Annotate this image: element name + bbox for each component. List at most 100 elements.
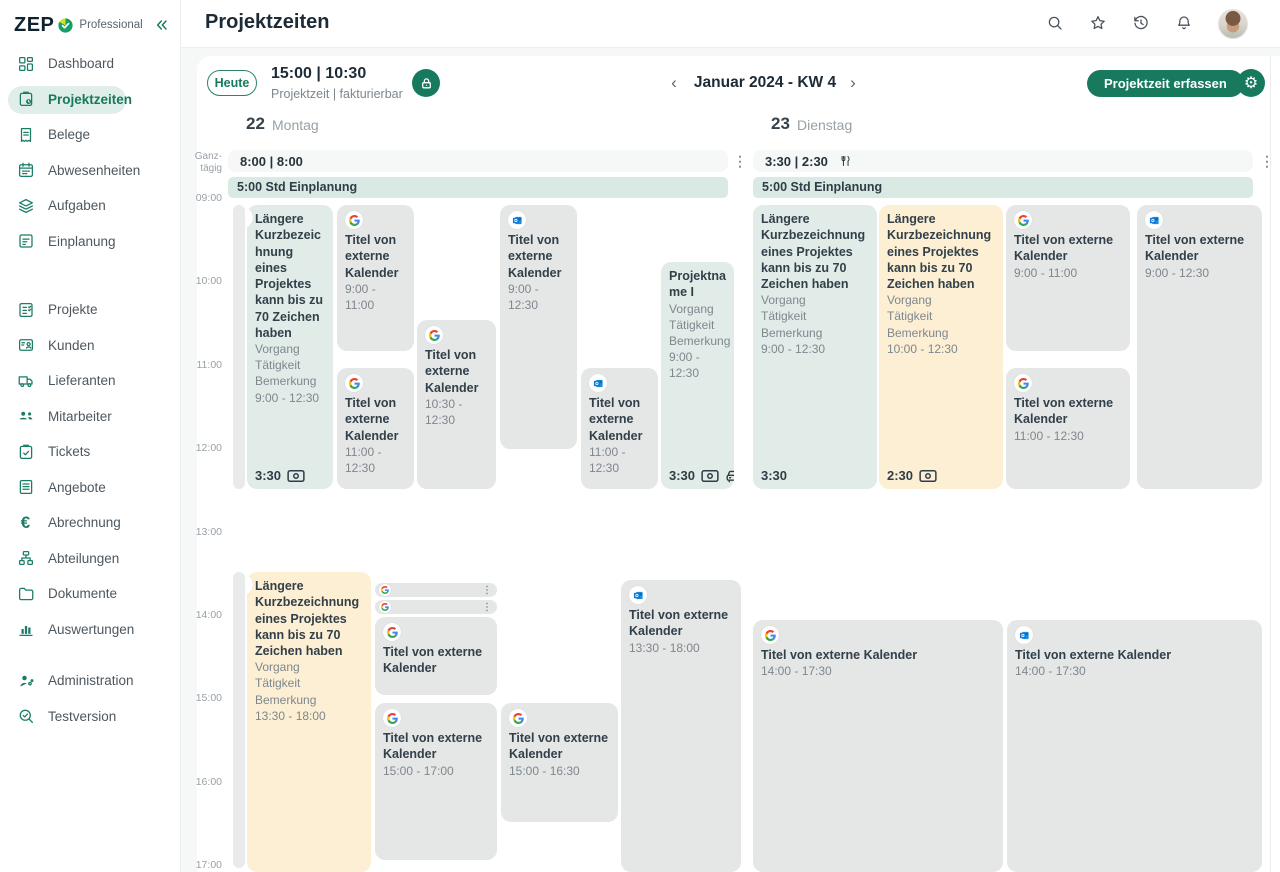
external-calendar-event[interactable]: Titel von externe Kalender 9:00 - 12:30 bbox=[1137, 205, 1262, 489]
planning-banner-monday[interactable]: 5:00 Std Einplanung bbox=[228, 177, 728, 198]
sidebar-item-einplanung[interactable]: Einplanung bbox=[0, 224, 181, 260]
day-name-tuesday: Dienstag bbox=[797, 117, 853, 133]
project-time-entry[interactable]: Längere Kurzbezeichnung eines Projektes … bbox=[753, 205, 877, 489]
sidebar-item-aufgaben[interactable]: Aufgaben bbox=[0, 188, 181, 224]
google-icon bbox=[379, 584, 391, 596]
event-title: Titel von externe Kalender bbox=[761, 648, 918, 662]
gear-icon: ⚙ bbox=[1243, 75, 1259, 92]
sidebar-item-projektzeiten[interactable]: Projektzeiten bbox=[0, 82, 181, 118]
google-icon bbox=[1014, 211, 1032, 229]
sidebar-item-testversion[interactable]: Testversion bbox=[0, 699, 181, 735]
next-week-button[interactable]: › bbox=[850, 73, 856, 92]
day-menu-monday[interactable]: ⋮ bbox=[733, 153, 747, 169]
external-calendar-event[interactable]: Titel von externe Kalender 15:00 - 17:00 bbox=[375, 703, 497, 860]
google-icon bbox=[345, 211, 363, 229]
banknote-icon bbox=[287, 469, 305, 483]
settings-button[interactable]: ⚙ bbox=[1237, 69, 1265, 97]
time-summary-caption: Projektzeit | fakturierbar bbox=[271, 87, 403, 101]
event-title: Projektname I bbox=[669, 269, 726, 300]
event-detail: Vorgang bbox=[669, 301, 714, 316]
sidebar-item-dashboard[interactable]: Dashboard bbox=[0, 46, 181, 82]
external-calendar-event[interactable]: Titel von externe Kalender 9:00 - 11:00 bbox=[337, 205, 414, 351]
planning-banner-tuesday[interactable]: 5:00 Std Einplanung bbox=[753, 177, 1253, 198]
sidebar-nav: Dashboard Projektzeiten Belege Abwesenheite… bbox=[0, 46, 181, 734]
event-time: 10:00 - 12:30 bbox=[887, 341, 958, 356]
sidebar-item-abrechnung[interactable]: € Abrechnung bbox=[0, 505, 181, 541]
allday-summary-tuesday[interactable]: 3:30 | 2:30 bbox=[753, 150, 1253, 172]
day-menu-tuesday[interactable]: ⋮ bbox=[1260, 153, 1274, 169]
outlook-icon bbox=[508, 211, 526, 229]
kebab-icon[interactable]: ⋮ bbox=[482, 584, 492, 596]
external-calendar-event[interactable]: Titel von externe Kalender 9:00 - 12:30 bbox=[500, 205, 577, 449]
project-time-entry[interactable]: Längere Kurzbezeichnung eines Projektes … bbox=[247, 205, 333, 489]
bell-icon[interactable] bbox=[1175, 14, 1195, 34]
external-calendar-event[interactable]: Titel von externe Kalender 13:30 - 18:00 bbox=[621, 580, 741, 872]
search-icon[interactable] bbox=[1046, 14, 1066, 34]
sidebar-item-abwesenheiten[interactable]: Abwesenheiten bbox=[0, 153, 181, 189]
kebab-icon[interactable]: ⋮ bbox=[482, 601, 492, 613]
event-duration: 3:30 bbox=[255, 468, 282, 483]
sidebar-item-label: Abwesenheiten bbox=[48, 162, 141, 178]
history-icon[interactable] bbox=[1132, 14, 1152, 34]
sidebar-item-kunden[interactable]: Kunden bbox=[0, 328, 181, 364]
project-list-icon bbox=[16, 300, 35, 319]
event-title: Titel von externe Kalender bbox=[589, 396, 643, 443]
external-calendar-event[interactable]: Titel von externe Kalender 11:00 - 12:30 bbox=[581, 368, 658, 489]
sidebar-item-lieferanten[interactable]: Lieferanten bbox=[0, 363, 181, 399]
external-calendar-event[interactable]: Titel von externe Kalender 9:00 - 11:00 bbox=[1006, 205, 1130, 351]
sidebar-item-administration[interactable]: Administration bbox=[0, 663, 181, 699]
event-title: Titel von externe Kalender bbox=[1145, 233, 1245, 264]
google-icon bbox=[383, 709, 401, 727]
external-calendar-event[interactable]: Titel von externe Kalender 10:30 - 12:30 bbox=[417, 320, 496, 489]
today-button[interactable]: Heute bbox=[207, 70, 257, 96]
previous-week-button[interactable]: ‹ bbox=[671, 73, 677, 92]
sidebar-item-abteilungen[interactable]: Abteilungen bbox=[0, 541, 181, 577]
collapse-sidebar-icon[interactable] bbox=[154, 17, 170, 33]
mini-external-event[interactable]: ⋮ bbox=[375, 583, 497, 597]
scrollbar-track[interactable] bbox=[1270, 56, 1271, 872]
external-calendar-event[interactable]: Titel von externe Kalender bbox=[375, 617, 497, 695]
hour-label: 15:00 bbox=[195, 692, 222, 705]
google-icon bbox=[383, 623, 401, 641]
google-icon bbox=[425, 326, 443, 344]
sidebar-item-angebote[interactable]: Angebote bbox=[0, 470, 181, 506]
sidebar-item-belege[interactable]: Belege bbox=[0, 117, 181, 153]
sidebar-item-label: Einplanung bbox=[48, 233, 116, 249]
hour-label: 12:00 bbox=[195, 442, 222, 455]
mini-external-event[interactable]: ⋮ bbox=[375, 600, 497, 614]
allday-summary-monday[interactable]: 8:00 | 8:00 bbox=[228, 150, 728, 172]
calendar-icon bbox=[16, 161, 35, 180]
record-project-time-button[interactable]: Projektzeit erfassen bbox=[1087, 70, 1244, 97]
external-calendar-event[interactable]: Titel von externe Kalender 11:00 - 12:30 bbox=[1006, 368, 1130, 489]
external-calendar-event[interactable]: Titel von externe Kalender 14:00 - 17:30 bbox=[753, 620, 1003, 872]
topbar: Projektzeiten bbox=[181, 0, 1280, 48]
event-title: Titel von externe Kalender bbox=[383, 645, 483, 676]
project-time-entry[interactable]: Längere Kurzbezeichnung eines Projektes … bbox=[879, 205, 1003, 489]
event-time: 9:00 - 11:00 bbox=[1014, 265, 1078, 280]
lock-button[interactable] bbox=[412, 69, 440, 97]
sidebar-item-mitarbeiter[interactable]: Mitarbeiter bbox=[0, 399, 181, 435]
sidebar-item-auswertungen[interactable]: Auswertungen bbox=[0, 612, 181, 648]
event-title: Titel von externe Kalender bbox=[629, 608, 729, 639]
sidebar-item-label: Abteilungen bbox=[48, 550, 120, 566]
page-title: Projektzeiten bbox=[205, 11, 330, 33]
stopwatch-icon bbox=[247, 206, 253, 229]
event-title: Längere Kurzbezeichnung eines Projektes … bbox=[761, 212, 866, 291]
project-time-entry[interactable]: Längere Kurzbezeichnung eines Projektes … bbox=[247, 572, 371, 872]
sidebar-item-label: Kunden bbox=[48, 337, 95, 353]
sidebar-item-dokumente[interactable]: Dokumente bbox=[0, 576, 181, 612]
external-calendar-event[interactable]: Titel von externe Kalender 15:00 - 16:30 bbox=[501, 703, 618, 822]
hour-label: 09:00 bbox=[195, 192, 222, 204]
avatar[interactable] bbox=[1218, 9, 1248, 39]
magnifier-check-icon bbox=[16, 707, 35, 726]
sidebar-item-label: Dokumente bbox=[48, 586, 118, 602]
lock-icon bbox=[420, 77, 433, 90]
external-calendar-event[interactable]: Titel von externe Kalender 14:00 - 17:30 bbox=[1007, 620, 1262, 872]
event-title: Titel von externe Kalender bbox=[508, 233, 562, 280]
project-time-entry[interactable]: Projektname I Vorgang Tätigkeit Bemerkung 9:… bbox=[661, 262, 734, 489]
sidebar-item-projekte[interactable]: Projekte bbox=[0, 292, 181, 328]
sidebar-item-tickets[interactable]: Tickets bbox=[0, 434, 181, 470]
event-time: 11:00 - 12:30 bbox=[1014, 428, 1084, 443]
external-calendar-event[interactable]: Titel von externe Kalender 11:00 - 12:30 bbox=[337, 368, 414, 489]
star-icon[interactable] bbox=[1089, 14, 1109, 34]
